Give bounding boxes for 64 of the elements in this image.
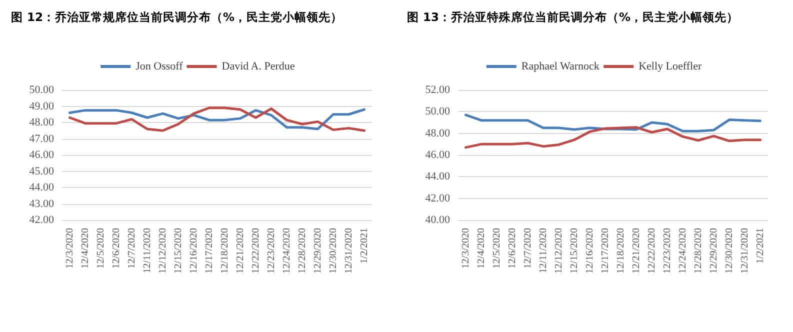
x-tick-label: 12/30/2020 [724, 228, 735, 274]
y-tick-label: 44.00 [29, 182, 54, 194]
x-tick-label: 1/2/2021 [358, 228, 370, 264]
x-tick-label: 12/16/2020 [584, 228, 596, 274]
x-tick-label: 12/12/2020 [553, 228, 564, 274]
x-tick-label: 12/22/2020 [646, 228, 658, 274]
legend-label: Raphael Warnock [521, 60, 600, 72]
x-tick-label: 1/2/2021 [754, 228, 766, 264]
y-tick-label: 43.00 [29, 198, 54, 210]
x-tick-label: 12/11/2020 [142, 228, 153, 274]
line-series [464, 114, 762, 132]
x-tick-label: 12/16/2020 [188, 228, 200, 274]
x-tick-label: 12/6/2020 [506, 228, 518, 269]
y-tick-label: 49.00 [29, 100, 54, 112]
y-tick-label: 52.00 [425, 84, 450, 96]
x-tick-label: 12/15/2020 [172, 228, 184, 274]
x-tick-label: 12/28/2020 [692, 228, 704, 274]
x-tick-label: 12/21/2020 [234, 228, 246, 274]
x-tick-label: 12/24/2020 [281, 228, 292, 274]
y-tick-label: 50.00 [425, 106, 450, 118]
y-tick-label: 48.00 [29, 116, 54, 128]
x-tick-label: 12/28/2020 [296, 228, 308, 274]
x-tick-label: 12/23/2020 [662, 228, 673, 274]
y-tick-label: 46.00 [29, 149, 54, 161]
x-tick-label: 12/29/2020 [708, 228, 720, 274]
x-tick-label: 12/4/2020 [80, 228, 91, 269]
y-tick-label: 47.00 [29, 132, 54, 145]
x-tick-label: 12/31/2020 [343, 228, 354, 274]
x-tick-label: 12/21/2020 [630, 228, 642, 274]
line-series [464, 126, 762, 149]
x-tick-label: 12/31/2020 [739, 228, 750, 274]
x-tick-label: 12/17/2020 [600, 228, 611, 274]
x-tick-label: 12/3/2020 [460, 228, 472, 269]
x-tick-label: 12/5/2020 [491, 228, 502, 269]
x-tick-label: 12/7/2020 [126, 228, 138, 269]
legend-label: Kelly Loeffler [638, 60, 702, 72]
x-tick-label: 12/30/2020 [328, 228, 339, 274]
y-tick-label: 44.00 [425, 170, 450, 183]
x-tick-label: 12/4/2020 [476, 228, 487, 269]
y-tick-label: 45.00 [29, 165, 54, 178]
y-tick-label: 42.00 [29, 214, 54, 226]
x-tick-label: 12/24/2020 [677, 228, 688, 274]
x-tick-label: 12/18/2020 [219, 228, 230, 274]
x-tick-label: 12/3/2020 [64, 228, 76, 269]
x-tick-label: 12/12/2020 [157, 228, 168, 274]
y-tick-label: 48.00 [425, 127, 450, 140]
x-tick-label: 12/11/2020 [538, 228, 549, 274]
y-tick-label: 42.00 [425, 192, 450, 204]
y-tick-label: 50.00 [29, 84, 54, 96]
x-tick-label: 12/6/2020 [110, 228, 122, 269]
x-tick-label: 12/17/2020 [204, 228, 215, 274]
chart-title: 图 13：乔治亚特殊席位当前民调分布（%，民主党小幅领先） [407, 10, 739, 24]
chart-title: 图 12：乔治亚常规席位当前民调分布（%，民主党小幅领先） [11, 10, 343, 24]
legend-label: David A. Perdue [222, 60, 295, 72]
x-tick-label: 12/23/2020 [266, 228, 277, 274]
legend-label: Jon Ossoff [136, 60, 184, 72]
x-tick-label: 12/7/2020 [522, 228, 534, 269]
y-tick-label: 40.00 [425, 214, 450, 226]
x-tick-label: 12/22/2020 [250, 228, 262, 274]
x-tick-label: 12/29/2020 [312, 228, 324, 274]
y-tick-label: 46.00 [425, 149, 450, 161]
x-tick-label: 12/15/2020 [568, 228, 580, 274]
x-tick-label: 12/18/2020 [615, 228, 626, 274]
x-tick-label: 12/5/2020 [95, 228, 106, 269]
